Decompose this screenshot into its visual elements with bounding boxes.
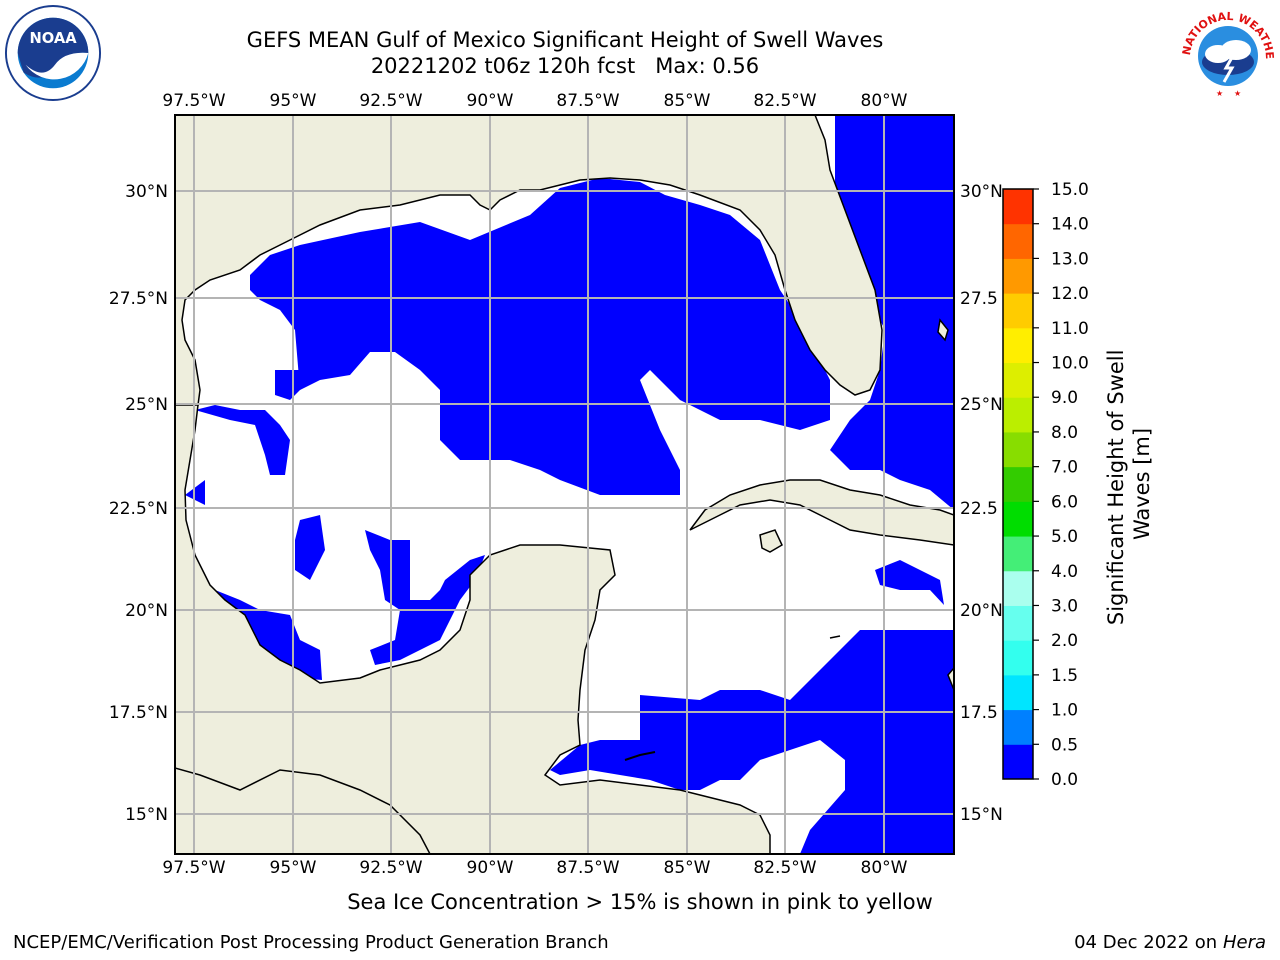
colorbar-tick-label: 14.0: [1051, 215, 1089, 235]
footer-credit: NCEP/EMC/Verification Post Processing Pr…: [13, 932, 609, 953]
lon-label: 85°W: [664, 91, 711, 111]
lat-label: 27.5: [960, 289, 998, 309]
colorbar-tick-label: 0.5: [1051, 735, 1078, 755]
lat-label: 15°N: [960, 805, 1003, 825]
colorbar-tick-label: 8.0: [1051, 423, 1078, 443]
colorbar-tick-label: 12.0: [1051, 284, 1089, 304]
lon-label: 95°W: [270, 91, 317, 111]
colorbar-tick-label: 11.0: [1051, 319, 1089, 339]
noaa-logo: NOAA: [4, 4, 102, 102]
colorbar-segment: [1003, 397, 1033, 433]
colorbar-label-line2: Waves [m]: [1130, 428, 1154, 540]
lon-label: 92.5°W: [359, 91, 422, 111]
lon-label: 90°W: [467, 91, 514, 111]
chart-title: GEFS MEAN Gulf of Mexico Significant Hei…: [246, 28, 884, 52]
lon-label: 80°W: [861, 91, 908, 111]
lat-label: 30°N: [125, 182, 168, 202]
colorbar-tick-label: 10.0: [1051, 354, 1089, 374]
footer-date-text: 04 Dec 2022 on: [1074, 932, 1218, 953]
colorbar-segment: [1003, 536, 1033, 572]
bay-islands: [624, 751, 656, 761]
lat-label: 25°N: [960, 395, 1003, 415]
island-east: [947, 666, 954, 691]
colorbar-tick-label: 0.0: [1051, 770, 1078, 790]
lon-label: 82.5°W: [753, 91, 816, 111]
lon-labels-top: 97.5°W 95°W 92.5°W 90°W 87.5°W 85°W 82.5…: [162, 91, 907, 111]
colorbar-segment: [1003, 362, 1033, 398]
lat-label: 27.5°N: [109, 289, 168, 309]
bahamas-island: [937, 318, 949, 342]
lat-labels-left: 30°N 27.5°N 25°N 22.5°N 20°N 17.5°N 15°N: [109, 182, 168, 825]
chart-subtitle: 20221202 t06z 120h fcst Max: 0.56: [370, 54, 760, 78]
colorbar-segment: [1003, 431, 1033, 468]
colorbar-tick-label: 2.0: [1051, 631, 1078, 651]
lon-label: 97.5°W: [162, 858, 225, 878]
colorbar-segment: [1003, 605, 1033, 641]
colorbar: 0.0 0.5 1.0 1.5 2.0 3.0 4.0 5.0 6.0 7.0 8.0 9.0 10.0…: [1002, 180, 1089, 790]
colorbar-tick-label: 4.0: [1051, 562, 1078, 582]
footer-machine: Hera: [1222, 932, 1266, 953]
colorbar-tick-label: 7.0: [1051, 458, 1078, 478]
lat-label: 22.5: [960, 499, 998, 519]
colorbar-segment: [1003, 640, 1033, 676]
colorbar-tick-label: 3.0: [1051, 596, 1078, 616]
colorbar-segment: [1003, 570, 1033, 606]
svg-text:★: ★: [1234, 89, 1241, 98]
lon-label: 97.5°W: [162, 91, 225, 111]
colorbar-segment: [1003, 744, 1033, 780]
lat-label: 15°N: [125, 805, 168, 825]
svg-text:★: ★: [1216, 89, 1223, 98]
lat-label: 22.5°N: [109, 499, 168, 519]
colorbar-segment: [1003, 709, 1033, 745]
lat-label: 30°N: [960, 182, 1003, 202]
lat-labels-right: 30°N 27.5 25°N 22.5 20°N 17.5 15°N: [960, 182, 1003, 825]
colorbar-label-line1: Significant Height of Swell: [1104, 350, 1128, 626]
colorbar-label: Significant Height of Swell Waves [m]: [1104, 343, 1154, 625]
cayman-islands: [829, 635, 841, 639]
colorbar-tick-label: 1.5: [1051, 666, 1078, 686]
lon-label: 92.5°W: [359, 858, 422, 878]
colorbar-segment: [1003, 258, 1033, 294]
colorbar-segment: [1003, 293, 1033, 329]
lon-label: 90°W: [467, 858, 514, 878]
lon-label: 82.5°W: [753, 858, 816, 878]
lat-label: 20°N: [125, 601, 168, 621]
lat-label: 17.5°N: [109, 703, 168, 723]
lon-label: 87.5°W: [556, 91, 619, 111]
nws-logo: NATIONAL WEATHER SERVICE ★ ★: [1178, 2, 1276, 100]
colorbar-tick-label: 5.0: [1051, 527, 1078, 547]
lon-label: 80°W: [861, 858, 908, 878]
lon-label: 87.5°W: [556, 858, 619, 878]
land-masses: [175, 115, 954, 854]
colorbar-segment: [1003, 223, 1033, 259]
footer-date: 04 Dec 2022 on Hera: [1074, 932, 1266, 953]
sea-ice-note: Sea Ice Concentration > 15% is shown in …: [347, 890, 933, 914]
lon-label: 85°W: [664, 858, 711, 878]
colorbar-tick-label: 9.0: [1051, 388, 1078, 408]
noaa-logo-text: NOAA: [29, 30, 77, 47]
lat-label: 17.5: [960, 703, 998, 723]
colorbar-segment: [1003, 189, 1033, 225]
colorbar-segment: [1003, 674, 1033, 711]
colorbar-segment: [1003, 327, 1033, 364]
lon-label: 95°W: [270, 858, 317, 878]
colorbar-frame: [1002, 188, 1034, 780]
colorbar-segment: [1003, 501, 1033, 537]
colorbar-tick-label: 13.0: [1051, 249, 1089, 269]
graticule: [175, 115, 954, 854]
colorbar-tick-label: 6.0: [1051, 492, 1078, 512]
colorbar-tick-label: 15.0: [1051, 180, 1089, 200]
colorbar-segment: [1003, 466, 1033, 502]
colorbar-tick-label: 1.0: [1051, 701, 1078, 721]
map-frame: [174, 114, 955, 855]
lon-labels-bottom: 97.5°W 95°W 92.5°W 90°W 87.5°W 85°W 82.5…: [162, 858, 907, 878]
lat-label: 25°N: [125, 395, 168, 415]
lat-label: 20°N: [960, 601, 1003, 621]
